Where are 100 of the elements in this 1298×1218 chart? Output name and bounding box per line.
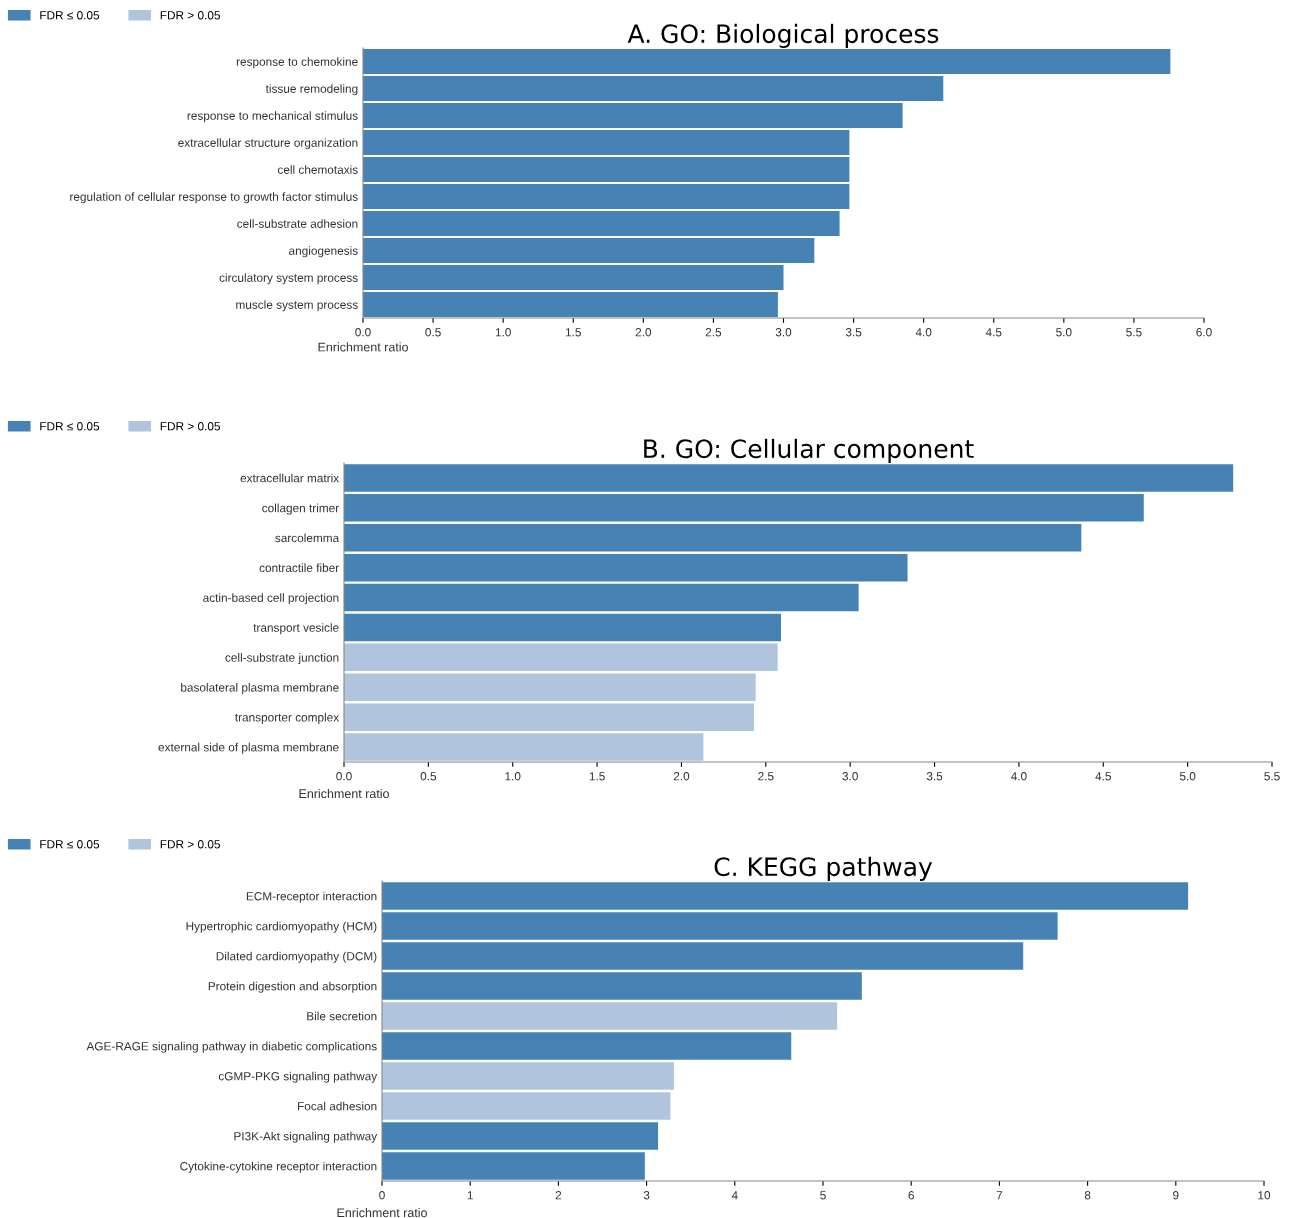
bar (363, 292, 778, 317)
y-tick-label: response to mechanical stimulus (187, 111, 358, 123)
legend-label: FDR ≤ 0.05 (40, 422, 100, 431)
y-tick-label: actin-based cell projection (203, 593, 339, 605)
x-tick-label: 3.5 (845, 328, 862, 337)
x-tick-label: 2.5 (758, 772, 774, 781)
y-tick-label: Focal adhesion (298, 1101, 377, 1111)
y-tick-label: transport vesicle (253, 623, 339, 635)
x-axis-title: Enrichment ratio (299, 788, 389, 799)
x-tick-label: 4.5 (1095, 772, 1111, 781)
bar (382, 912, 1058, 940)
x-tick-label: 0.5 (425, 328, 441, 337)
bar (363, 157, 850, 182)
bar (382, 1062, 674, 1090)
y-tick-label: AGE-RAGE signaling pathway in diabetic complications (86, 1041, 377, 1053)
bar (382, 1002, 838, 1030)
bar (363, 103, 903, 128)
bar (382, 1032, 792, 1060)
legend-label: FDR ≤ 0.05 (40, 840, 100, 849)
x-tick-label: 1.5 (589, 772, 605, 781)
x-tick-label: 7 (996, 1191, 1003, 1200)
bar (382, 1122, 659, 1150)
y-tick-label: Protein digestion and absorption (208, 981, 377, 993)
legend-label: FDR > 0.05 (160, 11, 220, 20)
x-tick-label: 1.0 (495, 328, 511, 337)
y-tick-label: external side of plasma membrane (158, 742, 339, 754)
x-tick-label: 3 (643, 1191, 650, 1200)
x-tick-label: 1.5 (565, 328, 581, 337)
y-tick-label: extracellular matrix (240, 473, 340, 483)
bar (382, 972, 862, 1000)
y-tick-label: tissue remodeling (265, 84, 358, 96)
x-tick-label: 4.0 (1010, 772, 1027, 781)
x-tick-label: 3.5 (926, 772, 943, 781)
x-tick-label: 0 (379, 1191, 385, 1200)
y-tick-label: sarcolemma (275, 533, 340, 543)
x-tick-label: 0.0 (355, 328, 371, 337)
y-tick-label: PI3K-Akt signaling pathway (234, 1131, 378, 1143)
bar (363, 184, 850, 209)
bar (382, 942, 1024, 970)
y-tick-label: circulatory system process (219, 273, 358, 285)
bar (382, 1152, 645, 1180)
bar (382, 1092, 671, 1120)
legend-label: FDR > 0.05 (160, 840, 220, 849)
y-tick-label: cGMP-PKG signaling pathway (218, 1071, 378, 1083)
x-tick-label: 5.5 (1126, 328, 1142, 337)
chart-title: B. GO: Cellular component (644, 438, 974, 463)
y-tick-label: cell-substrate junction (225, 653, 339, 665)
y-tick-label: extracellular structure organization (178, 138, 358, 150)
bar (344, 703, 755, 731)
x-tick-label: 3.0 (775, 328, 792, 337)
bar (363, 265, 784, 290)
y-tick-label: ECM-receptor interaction (246, 891, 377, 903)
x-axis-title: Enrichment ratio (337, 1208, 427, 1218)
x-tick-label: 5.5 (1264, 772, 1280, 781)
x-tick-label: 8 (1084, 1191, 1091, 1200)
x-tick-label: 3.0 (842, 772, 858, 781)
x-tick-label: 1 (467, 1191, 473, 1200)
x-tick-label: 1.0 (505, 772, 521, 781)
x-tick-label: 0.5 (420, 772, 437, 781)
x-tick-label: 6 (908, 1191, 914, 1200)
bar (344, 583, 859, 612)
x-tick-label: 4.5 (985, 328, 1002, 337)
y-tick-label: cell chemotaxis (277, 165, 358, 174)
y-tick-label: collagen trimer (262, 503, 339, 515)
bar (344, 733, 704, 761)
x-tick-label: 6.0 (1196, 328, 1212, 337)
y-tick-label: regulation of cellular response to growth factor stimulus (70, 192, 358, 204)
x-tick-label: 4 (731, 1191, 738, 1200)
y-tick-label: basolateral plasma membrane (181, 682, 339, 694)
y-tick-label: Cytokine-cytokine receptor interaction (180, 1161, 377, 1173)
chart-title: C. KEGG pathway (714, 856, 933, 881)
x-tick-label: 2.0 (673, 772, 690, 781)
x-tick-label: 4.0 (915, 328, 932, 337)
bar (344, 524, 1082, 552)
x-axis-title: Enrichment ratio (318, 342, 408, 352)
chart-title: A. GO: Biological process (627, 23, 939, 48)
bar (363, 211, 840, 236)
bar (344, 613, 781, 642)
legend-label: FDR ≤ 0.05 (40, 11, 100, 20)
x-tick-label: 0.0 (336, 772, 352, 781)
x-tick-label: 2.0 (635, 328, 652, 337)
y-tick-label: transporter complex (235, 712, 340, 724)
bar (344, 643, 778, 672)
x-tick-label: 9 (1173, 1191, 1179, 1200)
y-tick-label: Hypertrophic cardiomyopathy (HCM) (186, 921, 377, 933)
bar (363, 130, 850, 155)
bar (363, 49, 1171, 74)
y-tick-label: Bile secretion (307, 1011, 377, 1021)
bar (344, 673, 756, 701)
y-tick-label: muscle system process (236, 300, 358, 312)
y-tick-label: Dilated cardiomyopathy (DCM) (216, 951, 377, 963)
x-tick-label: 5.0 (1179, 772, 1196, 781)
x-tick-label: 2 (555, 1191, 562, 1200)
y-tick-label: cell-substrate adhesion (237, 219, 358, 228)
bar (382, 882, 1189, 910)
x-tick-label: 5 (820, 1191, 826, 1200)
legend-label: FDR > 0.05 (160, 422, 220, 431)
bar (344, 553, 908, 582)
y-tick-label: response to chemokine (236, 57, 358, 69)
y-tick-label: angiogenesis (289, 246, 358, 258)
